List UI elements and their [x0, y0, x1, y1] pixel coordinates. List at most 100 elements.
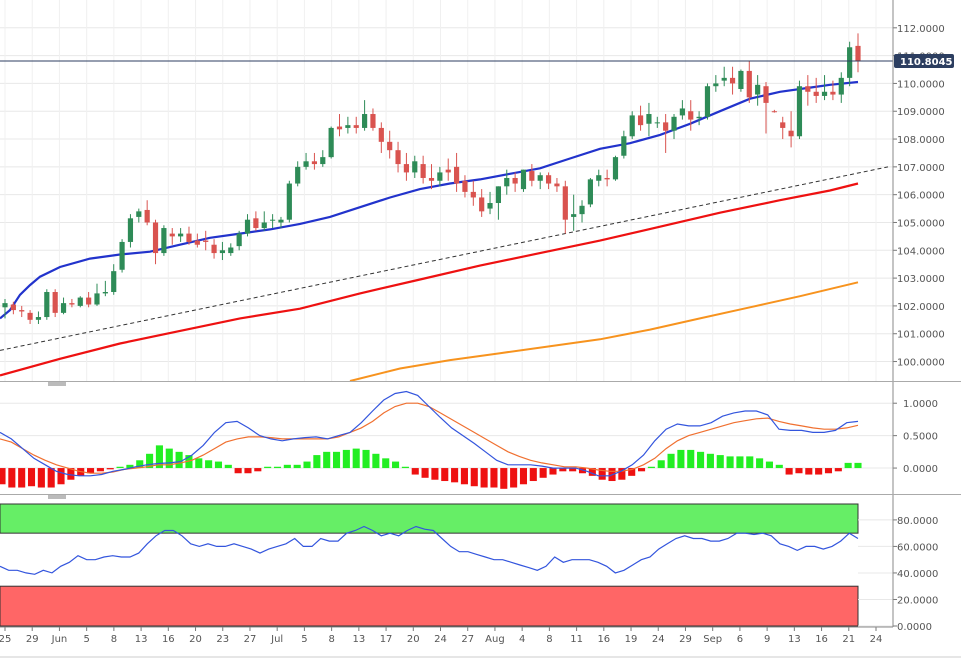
- candle-body: [19, 310, 25, 312]
- histogram-bar: [283, 464, 291, 469]
- x-tick-label: Jul: [270, 634, 283, 645]
- panel-resize-handle-2[interactable]: [48, 495, 66, 499]
- y-tick-label: 102.0000: [897, 302, 945, 313]
- histogram-bar: [785, 468, 793, 475]
- histogram-bar: [775, 464, 783, 469]
- candle-body: [362, 114, 368, 128]
- x-tick-label: 13: [788, 634, 801, 645]
- candle-body: [44, 292, 50, 318]
- histogram-bar: [490, 468, 498, 488]
- x-tick-label: 29: [679, 634, 692, 645]
- y-tick-label: 101.0000: [897, 330, 945, 341]
- histogram-bar: [667, 453, 675, 469]
- x-tick-label: 6: [737, 634, 743, 645]
- candle-body: [236, 233, 242, 247]
- histogram-bar: [303, 461, 311, 469]
- candle-body: [847, 47, 853, 78]
- candle-body: [579, 205, 585, 215]
- histogram-bar: [293, 464, 301, 469]
- candle-body: [111, 271, 117, 293]
- histogram-bar: [795, 468, 803, 474]
- histogram-bar: [382, 458, 390, 469]
- histogram-bar: [332, 451, 341, 469]
- histogram-bar: [234, 468, 242, 474]
- candle-body: [805, 86, 811, 92]
- candle-body: [554, 183, 560, 187]
- candle-body: [495, 186, 501, 204]
- candle-body: [278, 219, 284, 223]
- candle-body: [86, 297, 92, 305]
- histogram-bar: [47, 468, 55, 488]
- histogram-bar: [529, 468, 537, 482]
- x-tick-label: 17: [380, 634, 393, 645]
- candle-body: [512, 177, 518, 184]
- x-tick-label: 8: [546, 634, 552, 645]
- candle-body: [746, 70, 752, 98]
- histogram-bar: [254, 468, 262, 472]
- candle-body: [186, 233, 192, 242]
- candle-body: [286, 183, 292, 220]
- x-tick-label: 9: [764, 634, 770, 645]
- oversold-zone: [0, 585, 859, 627]
- histogram-bar: [126, 464, 134, 469]
- x-tick-label: 11: [570, 634, 583, 645]
- candle-body: [428, 177, 435, 181]
- histogram-bar: [313, 455, 321, 469]
- candle-body: [60, 303, 67, 313]
- histogram-bar: [96, 468, 104, 472]
- last-price-label: 110.8045: [900, 57, 953, 68]
- x-tick-label: 25: [0, 634, 11, 645]
- candle-body: [203, 240, 209, 242]
- candle-body: [755, 84, 761, 95]
- candle-body: [2, 303, 8, 308]
- x-tick-label: 24: [652, 634, 665, 645]
- panel-resize-handle-1[interactable]: [48, 382, 66, 386]
- histogram-bar: [352, 448, 360, 469]
- histogram-bar: [854, 462, 862, 469]
- candle-body: [855, 45, 861, 62]
- candle-body: [713, 83, 719, 87]
- overbought-zone: [0, 503, 859, 534]
- histogram-bar: [342, 449, 350, 469]
- y-tick-label: 40.0000: [897, 569, 938, 580]
- histogram-bar: [264, 466, 272, 469]
- histogram-bar: [834, 468, 842, 472]
- candle-body: [303, 161, 309, 167]
- oscillator-histogram: [0, 445, 862, 489]
- x-tick-label: 19: [625, 634, 638, 645]
- candle-body: [462, 180, 468, 192]
- date-axis: 25 29 Jun 5 8 13 16 20 23 27 Jul 5 8 13 17 20 24 27 Aug 4 8 1…: [0, 627, 882, 645]
- candle-body: [445, 169, 451, 173]
- y-tick-label: 60.0000: [897, 542, 938, 553]
- candle-body: [830, 91, 836, 95]
- x-tick-label: 16: [815, 634, 828, 645]
- candle-body: [729, 77, 736, 84]
- histogram-bar: [657, 460, 665, 469]
- histogram-bar: [726, 456, 734, 469]
- candle-body: [102, 292, 108, 294]
- candle-body: [821, 91, 828, 96]
- histogram-bar: [637, 468, 646, 472]
- candle-body: [646, 114, 652, 124]
- histogram-bar: [460, 468, 468, 485]
- x-tick-label: 16: [162, 634, 175, 645]
- candle-body: [370, 114, 376, 128]
- y-tick-label: 106.0000: [897, 191, 945, 202]
- y-tick-label: 109.0000: [897, 107, 945, 118]
- histogram-bar: [569, 468, 577, 472]
- price-axis: 100.0000 101.0000 102.0000 103.0000 104.0000…: [893, 24, 945, 369]
- candle-body: [336, 126, 343, 130]
- current-price-tag: 110.8045: [0, 54, 954, 69]
- candle-body: [537, 175, 543, 181]
- histogram-bar: [500, 468, 508, 489]
- candle-body: [771, 111, 777, 113]
- candle-body: [219, 250, 226, 254]
- candle-body: [395, 150, 401, 165]
- histogram-bar: [205, 460, 213, 469]
- candle-body: [169, 233, 175, 237]
- histogram-bar: [598, 468, 606, 480]
- candle-body: [470, 191, 476, 198]
- histogram-bar: [8, 468, 16, 488]
- candle-body: [136, 211, 142, 217]
- histogram-bar: [844, 462, 852, 469]
